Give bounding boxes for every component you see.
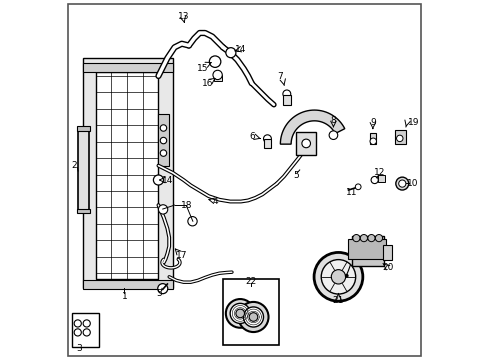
Circle shape (74, 329, 81, 336)
Bar (213, 75, 221, 81)
Bar (296, 132, 316, 155)
Text: 21: 21 (332, 296, 344, 305)
Bar (369, 133, 376, 144)
Bar (348, 239, 386, 259)
Circle shape (209, 56, 221, 67)
Bar (223, 279, 278, 345)
Text: 4: 4 (213, 197, 218, 206)
Circle shape (360, 234, 367, 242)
Text: 5: 5 (156, 289, 162, 298)
Circle shape (369, 138, 376, 144)
Text: 22: 22 (245, 276, 256, 285)
Circle shape (398, 180, 405, 187)
Circle shape (158, 205, 167, 214)
Circle shape (160, 150, 166, 156)
Text: 6: 6 (249, 132, 255, 141)
Circle shape (355, 184, 360, 190)
Bar (263, 139, 271, 148)
Bar (78, 128, 89, 212)
Circle shape (230, 303, 250, 323)
Bar (383, 245, 391, 260)
Bar (158, 114, 169, 166)
Circle shape (74, 320, 81, 327)
Text: 8: 8 (330, 116, 336, 125)
Circle shape (187, 217, 197, 226)
Bar (394, 130, 405, 144)
Circle shape (83, 320, 90, 327)
Circle shape (83, 329, 90, 336)
Bar (83, 63, 172, 72)
Bar (377, 175, 384, 182)
Text: 9: 9 (369, 118, 375, 127)
Circle shape (301, 139, 310, 148)
Circle shape (160, 125, 166, 131)
Polygon shape (280, 110, 344, 144)
Circle shape (225, 299, 254, 328)
Text: 16: 16 (202, 79, 213, 88)
Circle shape (153, 175, 163, 185)
Text: 12: 12 (374, 168, 385, 177)
Circle shape (395, 177, 408, 190)
Bar (96, 72, 158, 279)
Bar (72, 313, 99, 347)
Bar (282, 95, 290, 105)
Circle shape (367, 234, 374, 242)
Circle shape (225, 48, 235, 58)
Text: 1: 1 (121, 292, 127, 301)
Circle shape (263, 135, 271, 143)
Circle shape (330, 270, 345, 284)
Circle shape (375, 234, 382, 242)
Circle shape (345, 274, 347, 277)
Text: 2: 2 (72, 161, 77, 170)
Bar (83, 280, 172, 289)
Text: 14: 14 (235, 45, 246, 54)
Text: 3: 3 (76, 344, 81, 353)
Bar (351, 235, 384, 266)
Text: 14: 14 (162, 176, 173, 185)
Text: 18: 18 (180, 201, 192, 210)
Text: 19: 19 (407, 118, 418, 127)
Text: 17: 17 (176, 251, 187, 260)
Text: 10: 10 (406, 179, 417, 188)
Circle shape (249, 313, 257, 321)
Circle shape (160, 137, 166, 144)
Text: 15: 15 (196, 64, 208, 73)
Circle shape (328, 131, 337, 139)
Bar (83, 58, 172, 288)
Text: 11: 11 (346, 188, 357, 197)
Text: 20: 20 (382, 264, 393, 273)
Circle shape (243, 307, 263, 327)
Circle shape (370, 176, 378, 184)
Text: 5: 5 (293, 171, 299, 180)
Bar (77, 209, 90, 213)
Circle shape (396, 135, 402, 141)
Circle shape (313, 252, 362, 301)
Text: 7: 7 (277, 72, 283, 81)
Circle shape (321, 260, 355, 294)
Circle shape (238, 302, 268, 332)
Circle shape (352, 234, 359, 242)
Circle shape (212, 70, 222, 80)
Circle shape (235, 309, 244, 318)
Bar (77, 126, 90, 131)
Circle shape (158, 284, 167, 294)
Circle shape (282, 90, 290, 98)
Text: 13: 13 (178, 12, 189, 21)
